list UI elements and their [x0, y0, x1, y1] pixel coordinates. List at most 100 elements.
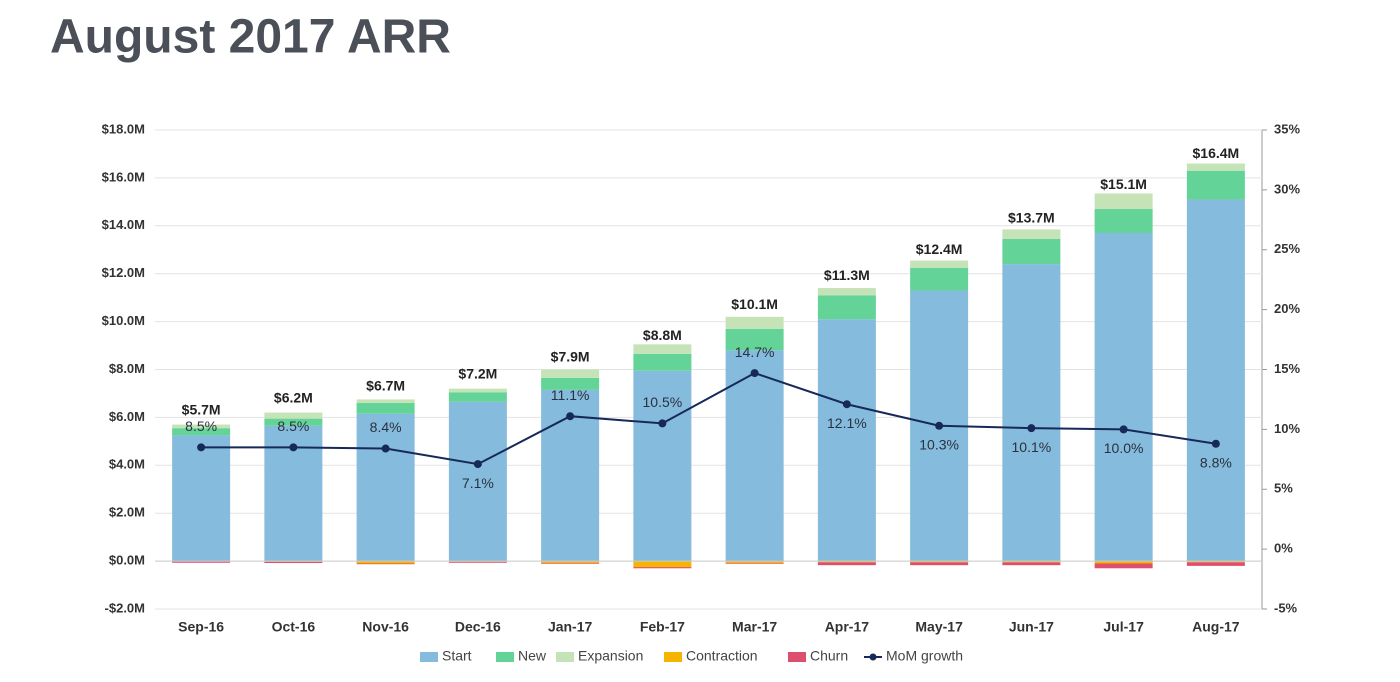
total-label: $6.2M [274, 389, 313, 405]
growth-label: 8.5% [185, 418, 217, 434]
bar-segment [264, 561, 323, 564]
y2-tick-label: 25% [1274, 241, 1300, 256]
bar-segment [633, 353, 692, 371]
growth-label: 10.5% [643, 394, 683, 410]
y-tick-label: $12.0M [102, 265, 145, 280]
bar-segment [356, 403, 415, 414]
x-tick-label: Apr-17 [825, 619, 870, 635]
bar-segment [172, 428, 231, 436]
growth-point [750, 369, 759, 378]
bar-segment [1094, 209, 1153, 233]
legend-label: Expansion [578, 648, 643, 664]
x-tick-label: Jul-17 [1103, 619, 1144, 635]
bar-segment [1186, 199, 1245, 562]
growth-label: 8.4% [370, 419, 402, 435]
bar-segment [725, 328, 784, 351]
bar-segment [1186, 561, 1245, 563]
x-tick-label: Jun-17 [1009, 619, 1054, 635]
bar-segment [541, 561, 600, 564]
growth-label: 8.8% [1200, 454, 1232, 470]
total-label: $16.4M [1193, 145, 1240, 161]
y-tick-label: $6.0M [109, 409, 145, 424]
bar-segment [356, 413, 415, 562]
bar-segment [541, 369, 600, 378]
bar-segment [1002, 264, 1061, 562]
bar-segment [1186, 562, 1245, 566]
legend-swatch [496, 652, 514, 662]
legend-label: Start [442, 648, 472, 664]
growth-point [1211, 439, 1220, 448]
bar-segment [448, 388, 507, 393]
growth-point [842, 400, 851, 409]
total-label: $10.1M [731, 296, 778, 312]
growth-label: 10.3% [919, 436, 959, 452]
total-label: $13.7M [1008, 210, 1055, 226]
bar-segment [910, 561, 969, 563]
bar-segment [725, 316, 784, 329]
x-tick-label: Mar-17 [732, 619, 777, 635]
total-label: $12.4M [916, 241, 963, 257]
total-label: $5.7M [182, 401, 221, 417]
legend-label: Churn [810, 648, 848, 664]
bar-segment [1002, 229, 1061, 239]
bar-segment [1094, 193, 1153, 210]
bar-segment [172, 435, 231, 562]
total-label: $6.7M [366, 377, 405, 393]
growth-point [1119, 425, 1128, 434]
total-label: $11.3M [824, 267, 870, 283]
y-tick-label: $0.0M [109, 553, 145, 568]
total-label: $7.9M [551, 349, 590, 365]
growth-point [658, 419, 667, 428]
bar-segment [356, 399, 415, 404]
y-tick-label: -$2.0M [105, 600, 145, 615]
growth-label: 14.7% [735, 344, 775, 360]
legend-swatch [788, 652, 806, 662]
y-tick-label: $18.0M [102, 121, 145, 136]
growth-point [566, 412, 575, 421]
growth-label: 8.5% [277, 418, 309, 434]
bar-segment [541, 563, 600, 564]
bar-segment [1094, 563, 1153, 569]
bar-segment [910, 267, 969, 291]
y-tick-label: $10.0M [102, 313, 145, 328]
y-tick-label: $2.0M [109, 505, 145, 520]
x-tick-label: Nov-16 [362, 619, 409, 635]
y-tick-label: $14.0M [102, 217, 145, 232]
bar-segment [633, 370, 692, 562]
legend-swatch [664, 652, 682, 662]
growth-line [201, 372, 1217, 466]
growth-point [381, 444, 390, 453]
bar-segment [817, 295, 876, 320]
legend-label: New [518, 648, 547, 664]
bar-segment [264, 418, 323, 426]
legend-dot [869, 653, 877, 661]
bar-segment [817, 319, 876, 562]
growth-label: 10.1% [1012, 439, 1052, 455]
bar-segment [725, 563, 784, 564]
growth-point [289, 443, 298, 452]
growth-label: 10.0% [1104, 440, 1144, 456]
bar-segment [633, 567, 692, 569]
growth-point [1027, 424, 1036, 433]
legend-swatch [420, 652, 438, 662]
y-tick-label: $8.0M [109, 361, 145, 376]
y2-tick-label: 15% [1274, 361, 1300, 376]
x-tick-label: May-17 [915, 619, 963, 635]
y2-tick-label: -5% [1274, 600, 1298, 615]
growth-point [197, 443, 206, 452]
total-label: $7.2M [458, 365, 497, 381]
total-label: $15.1M [1100, 176, 1147, 192]
bar-segment [541, 377, 600, 390]
x-tick-label: Oct-16 [272, 619, 316, 635]
x-tick-label: Jan-17 [548, 619, 593, 635]
bar-segment [1094, 232, 1153, 562]
bar-segment [1186, 163, 1245, 171]
bar-segment [448, 561, 507, 563]
growth-label: 12.1% [827, 415, 867, 431]
growth-point [935, 421, 944, 430]
x-tick-label: Feb-17 [640, 619, 685, 635]
y2-tick-label: 20% [1274, 301, 1300, 316]
x-tick-label: Dec-16 [455, 619, 501, 635]
bar-segment [1094, 561, 1153, 564]
